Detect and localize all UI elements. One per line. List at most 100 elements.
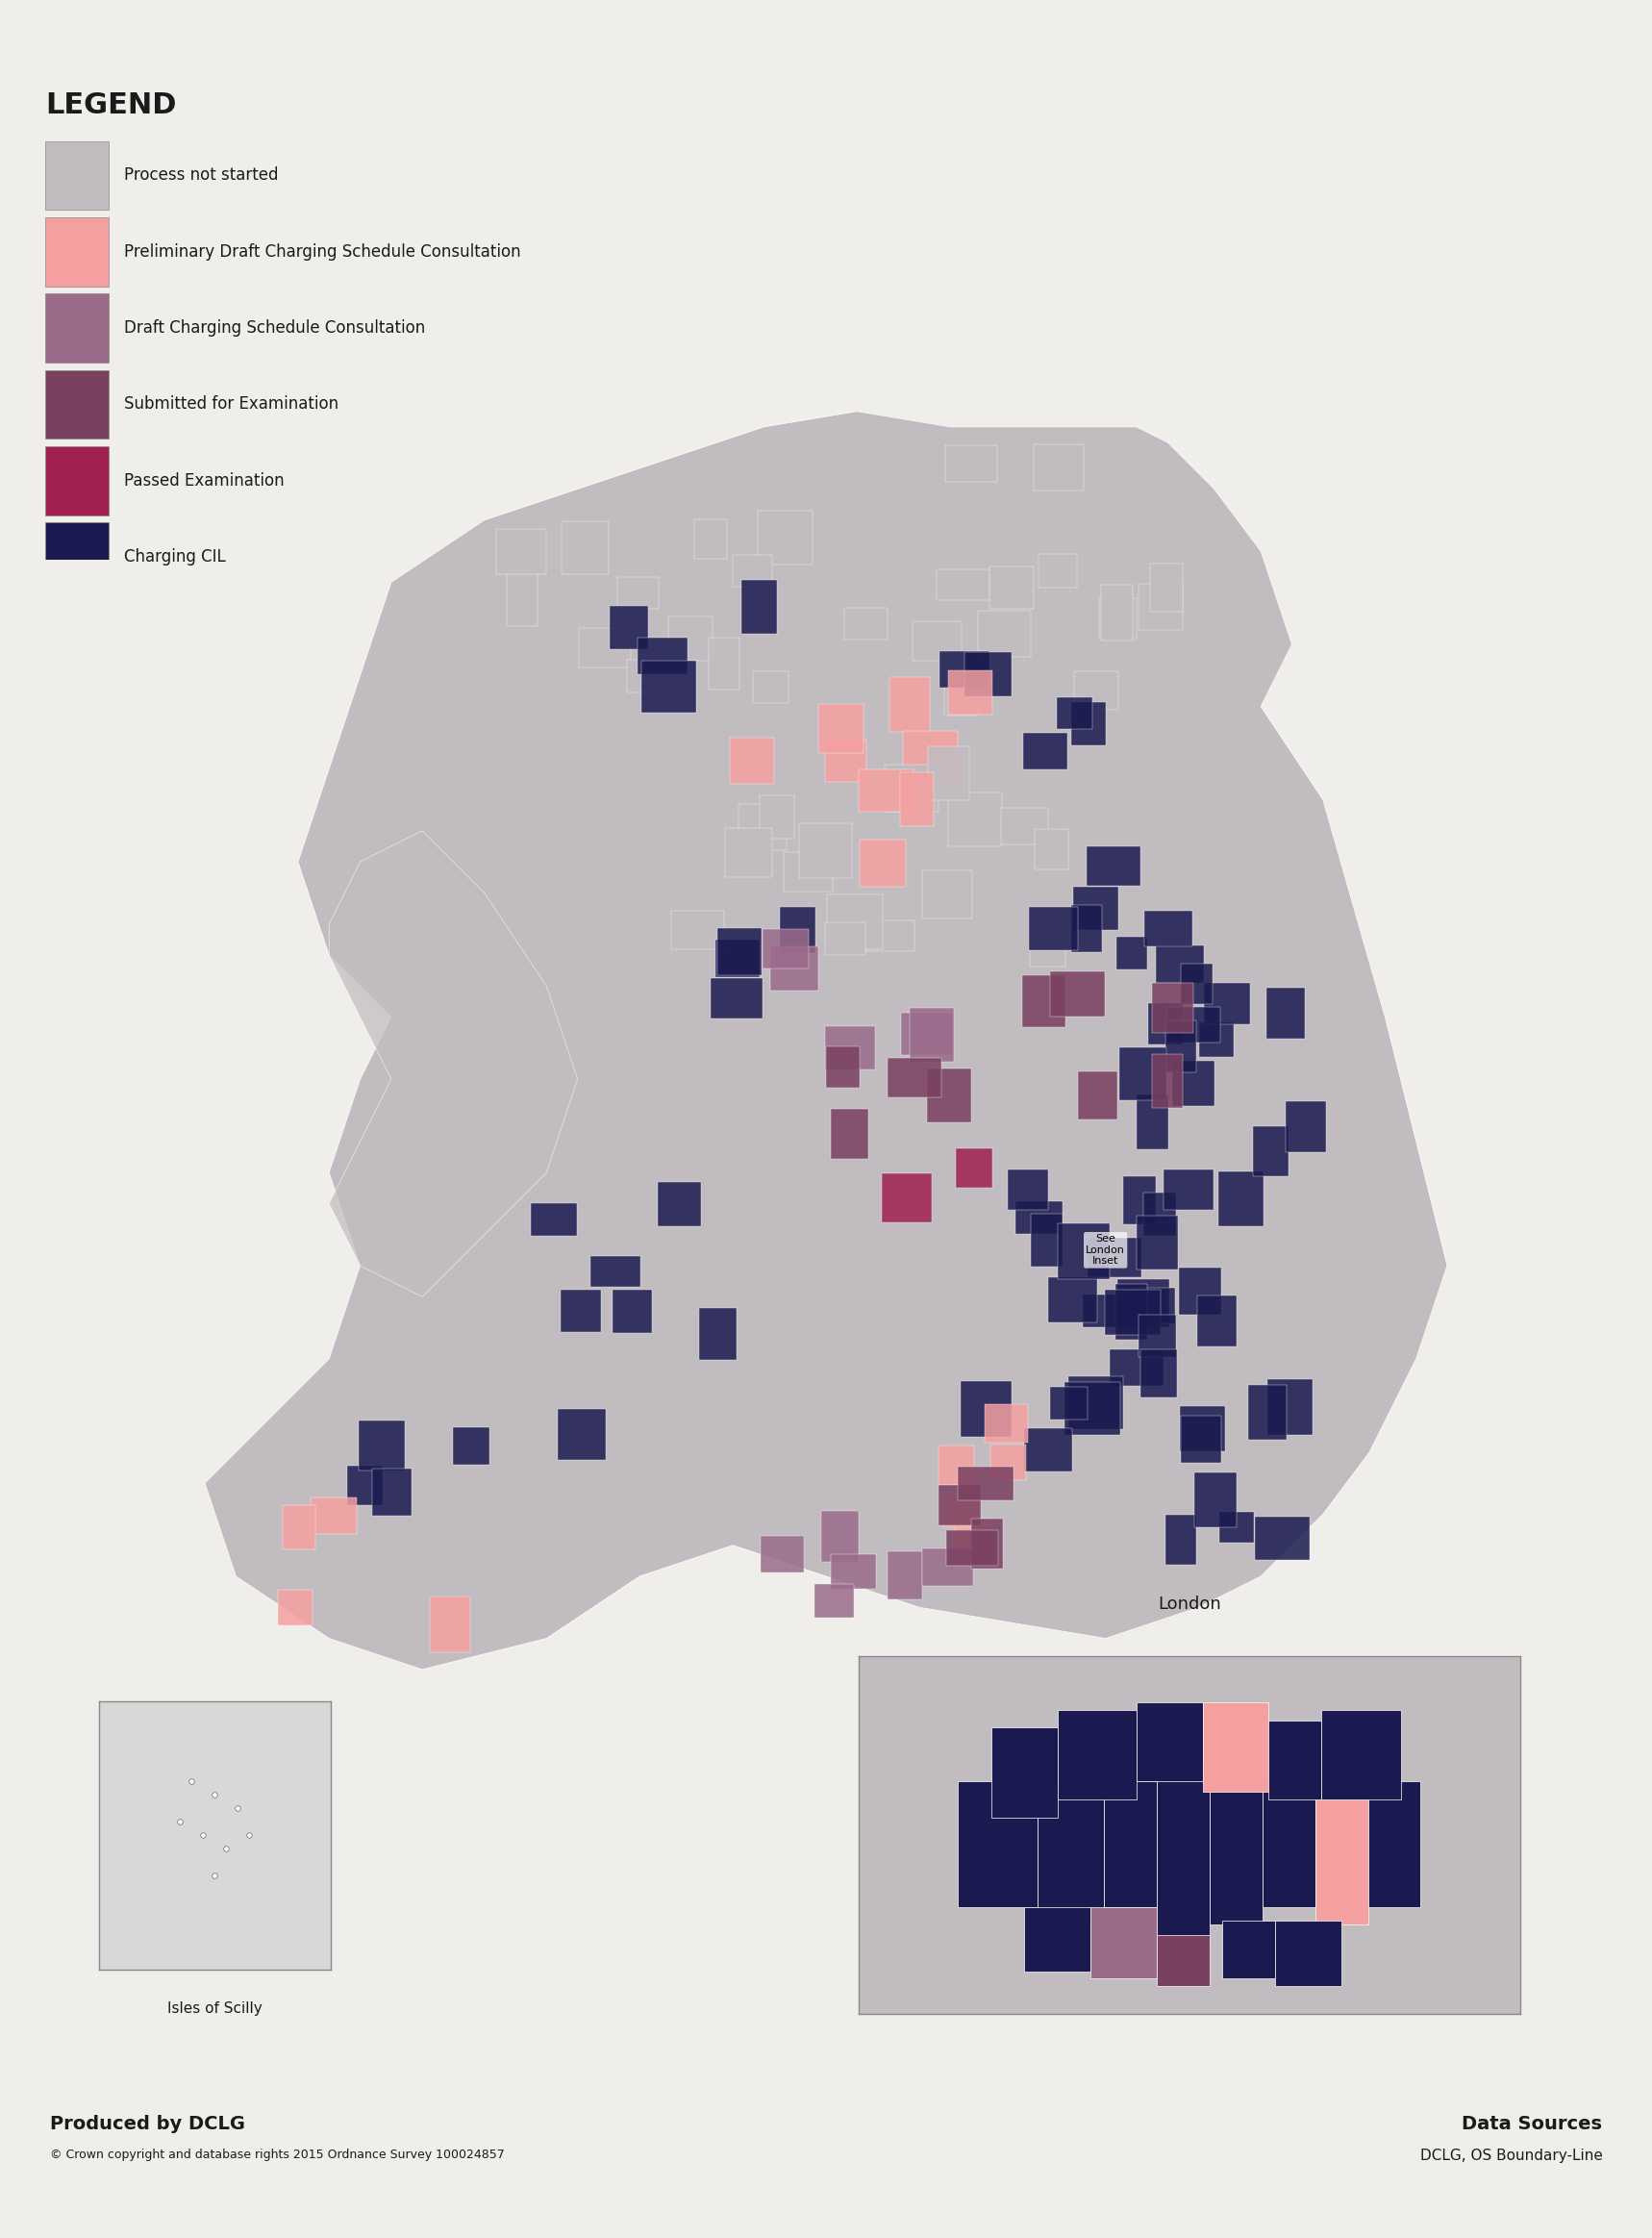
FancyBboxPatch shape xyxy=(694,519,727,560)
Text: DCLG, OS Boundary-Line: DCLG, OS Boundary-Line xyxy=(1419,2148,1602,2162)
FancyBboxPatch shape xyxy=(753,671,788,703)
FancyBboxPatch shape xyxy=(762,929,809,969)
FancyBboxPatch shape xyxy=(882,1173,932,1222)
FancyBboxPatch shape xyxy=(1137,1094,1168,1150)
FancyBboxPatch shape xyxy=(1072,886,1118,929)
FancyBboxPatch shape xyxy=(1120,1047,1166,1101)
FancyBboxPatch shape xyxy=(1016,1202,1062,1233)
FancyBboxPatch shape xyxy=(1204,982,1251,1025)
FancyBboxPatch shape xyxy=(902,1014,953,1054)
Text: Submitted for Examination: Submitted for Examination xyxy=(124,396,339,414)
FancyBboxPatch shape xyxy=(671,911,724,949)
FancyBboxPatch shape xyxy=(530,1202,577,1235)
FancyBboxPatch shape xyxy=(1163,1170,1214,1211)
FancyBboxPatch shape xyxy=(1249,1385,1287,1439)
FancyBboxPatch shape xyxy=(887,1059,942,1097)
FancyBboxPatch shape xyxy=(710,978,763,1018)
FancyBboxPatch shape xyxy=(1087,846,1142,886)
FancyBboxPatch shape xyxy=(1262,1781,1315,1907)
FancyBboxPatch shape xyxy=(1074,671,1118,709)
FancyBboxPatch shape xyxy=(1024,732,1067,770)
FancyBboxPatch shape xyxy=(1036,828,1067,868)
FancyBboxPatch shape xyxy=(991,1444,1026,1479)
FancyBboxPatch shape xyxy=(1110,1350,1163,1385)
FancyBboxPatch shape xyxy=(725,828,773,877)
Text: © Crown copyright and database rights 2015 Ordnance Survey 100024857: © Crown copyright and database rights 20… xyxy=(50,2148,504,2162)
FancyBboxPatch shape xyxy=(1137,1703,1203,1781)
FancyBboxPatch shape xyxy=(1181,1417,1222,1461)
FancyBboxPatch shape xyxy=(1218,1170,1264,1226)
FancyBboxPatch shape xyxy=(938,651,990,687)
FancyBboxPatch shape xyxy=(1047,1278,1097,1323)
FancyBboxPatch shape xyxy=(887,1551,922,1600)
FancyBboxPatch shape xyxy=(453,1428,489,1464)
FancyBboxPatch shape xyxy=(278,1591,312,1625)
FancyBboxPatch shape xyxy=(1029,906,1077,951)
FancyBboxPatch shape xyxy=(1222,1920,1275,1978)
FancyBboxPatch shape xyxy=(1199,1023,1234,1056)
FancyBboxPatch shape xyxy=(1267,987,1305,1038)
FancyBboxPatch shape xyxy=(1024,1428,1072,1473)
FancyBboxPatch shape xyxy=(780,906,816,953)
FancyBboxPatch shape xyxy=(1151,1054,1183,1108)
FancyBboxPatch shape xyxy=(46,445,109,515)
FancyBboxPatch shape xyxy=(955,1520,990,1553)
FancyBboxPatch shape xyxy=(922,871,971,918)
FancyBboxPatch shape xyxy=(507,571,539,627)
FancyBboxPatch shape xyxy=(1138,1287,1176,1323)
FancyBboxPatch shape xyxy=(943,676,978,716)
FancyBboxPatch shape xyxy=(1115,1285,1148,1341)
FancyBboxPatch shape xyxy=(971,1520,1003,1569)
FancyBboxPatch shape xyxy=(826,739,866,781)
FancyBboxPatch shape xyxy=(1156,1764,1209,1943)
FancyBboxPatch shape xyxy=(562,521,610,575)
FancyBboxPatch shape xyxy=(1181,962,1213,1003)
FancyBboxPatch shape xyxy=(985,1403,1028,1444)
FancyBboxPatch shape xyxy=(1269,1721,1322,1799)
FancyBboxPatch shape xyxy=(1166,1007,1221,1043)
FancyBboxPatch shape xyxy=(991,1728,1057,1817)
FancyBboxPatch shape xyxy=(1064,1383,1120,1435)
FancyBboxPatch shape xyxy=(948,671,993,714)
FancyBboxPatch shape xyxy=(758,510,813,564)
FancyBboxPatch shape xyxy=(1322,1710,1401,1799)
FancyBboxPatch shape xyxy=(1156,1936,1209,1985)
FancyBboxPatch shape xyxy=(1151,982,1193,1034)
FancyBboxPatch shape xyxy=(937,571,990,600)
FancyBboxPatch shape xyxy=(717,929,762,976)
FancyBboxPatch shape xyxy=(557,1410,606,1459)
FancyBboxPatch shape xyxy=(738,803,786,850)
FancyBboxPatch shape xyxy=(496,528,547,573)
FancyBboxPatch shape xyxy=(1145,911,1193,947)
FancyBboxPatch shape xyxy=(1049,971,1105,1016)
FancyBboxPatch shape xyxy=(1275,1920,1341,1985)
FancyBboxPatch shape xyxy=(938,1484,981,1526)
FancyBboxPatch shape xyxy=(783,853,833,891)
FancyBboxPatch shape xyxy=(46,217,109,286)
FancyBboxPatch shape xyxy=(1031,913,1066,967)
FancyBboxPatch shape xyxy=(1256,1517,1310,1560)
FancyBboxPatch shape xyxy=(46,369,109,439)
FancyBboxPatch shape xyxy=(1165,1021,1196,1072)
FancyBboxPatch shape xyxy=(945,445,996,481)
Text: Passed Examination: Passed Examination xyxy=(124,472,284,490)
FancyBboxPatch shape xyxy=(1057,1224,1110,1278)
FancyBboxPatch shape xyxy=(889,676,930,732)
FancyBboxPatch shape xyxy=(1105,1289,1161,1334)
FancyBboxPatch shape xyxy=(628,660,679,692)
FancyBboxPatch shape xyxy=(1209,1764,1262,1925)
FancyBboxPatch shape xyxy=(844,609,889,640)
FancyBboxPatch shape xyxy=(638,638,687,674)
Polygon shape xyxy=(205,412,1447,1670)
FancyBboxPatch shape xyxy=(1143,1193,1176,1235)
Text: London: London xyxy=(1158,1596,1221,1614)
FancyBboxPatch shape xyxy=(1138,1314,1176,1356)
FancyBboxPatch shape xyxy=(347,1466,383,1504)
FancyBboxPatch shape xyxy=(1219,1513,1254,1542)
FancyBboxPatch shape xyxy=(938,1446,973,1486)
FancyBboxPatch shape xyxy=(1117,1278,1170,1327)
FancyBboxPatch shape xyxy=(1137,1215,1178,1269)
FancyBboxPatch shape xyxy=(46,521,109,591)
FancyBboxPatch shape xyxy=(1001,808,1047,844)
FancyBboxPatch shape xyxy=(46,141,109,210)
